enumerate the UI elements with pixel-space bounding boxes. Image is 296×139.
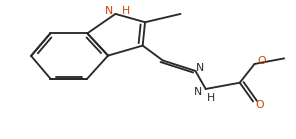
Text: H: H (207, 93, 215, 103)
Text: O: O (257, 56, 266, 66)
Text: N: N (105, 6, 113, 16)
Text: N: N (194, 87, 202, 97)
Text: N: N (196, 63, 205, 73)
Text: O: O (255, 100, 264, 110)
Text: H: H (122, 6, 130, 16)
